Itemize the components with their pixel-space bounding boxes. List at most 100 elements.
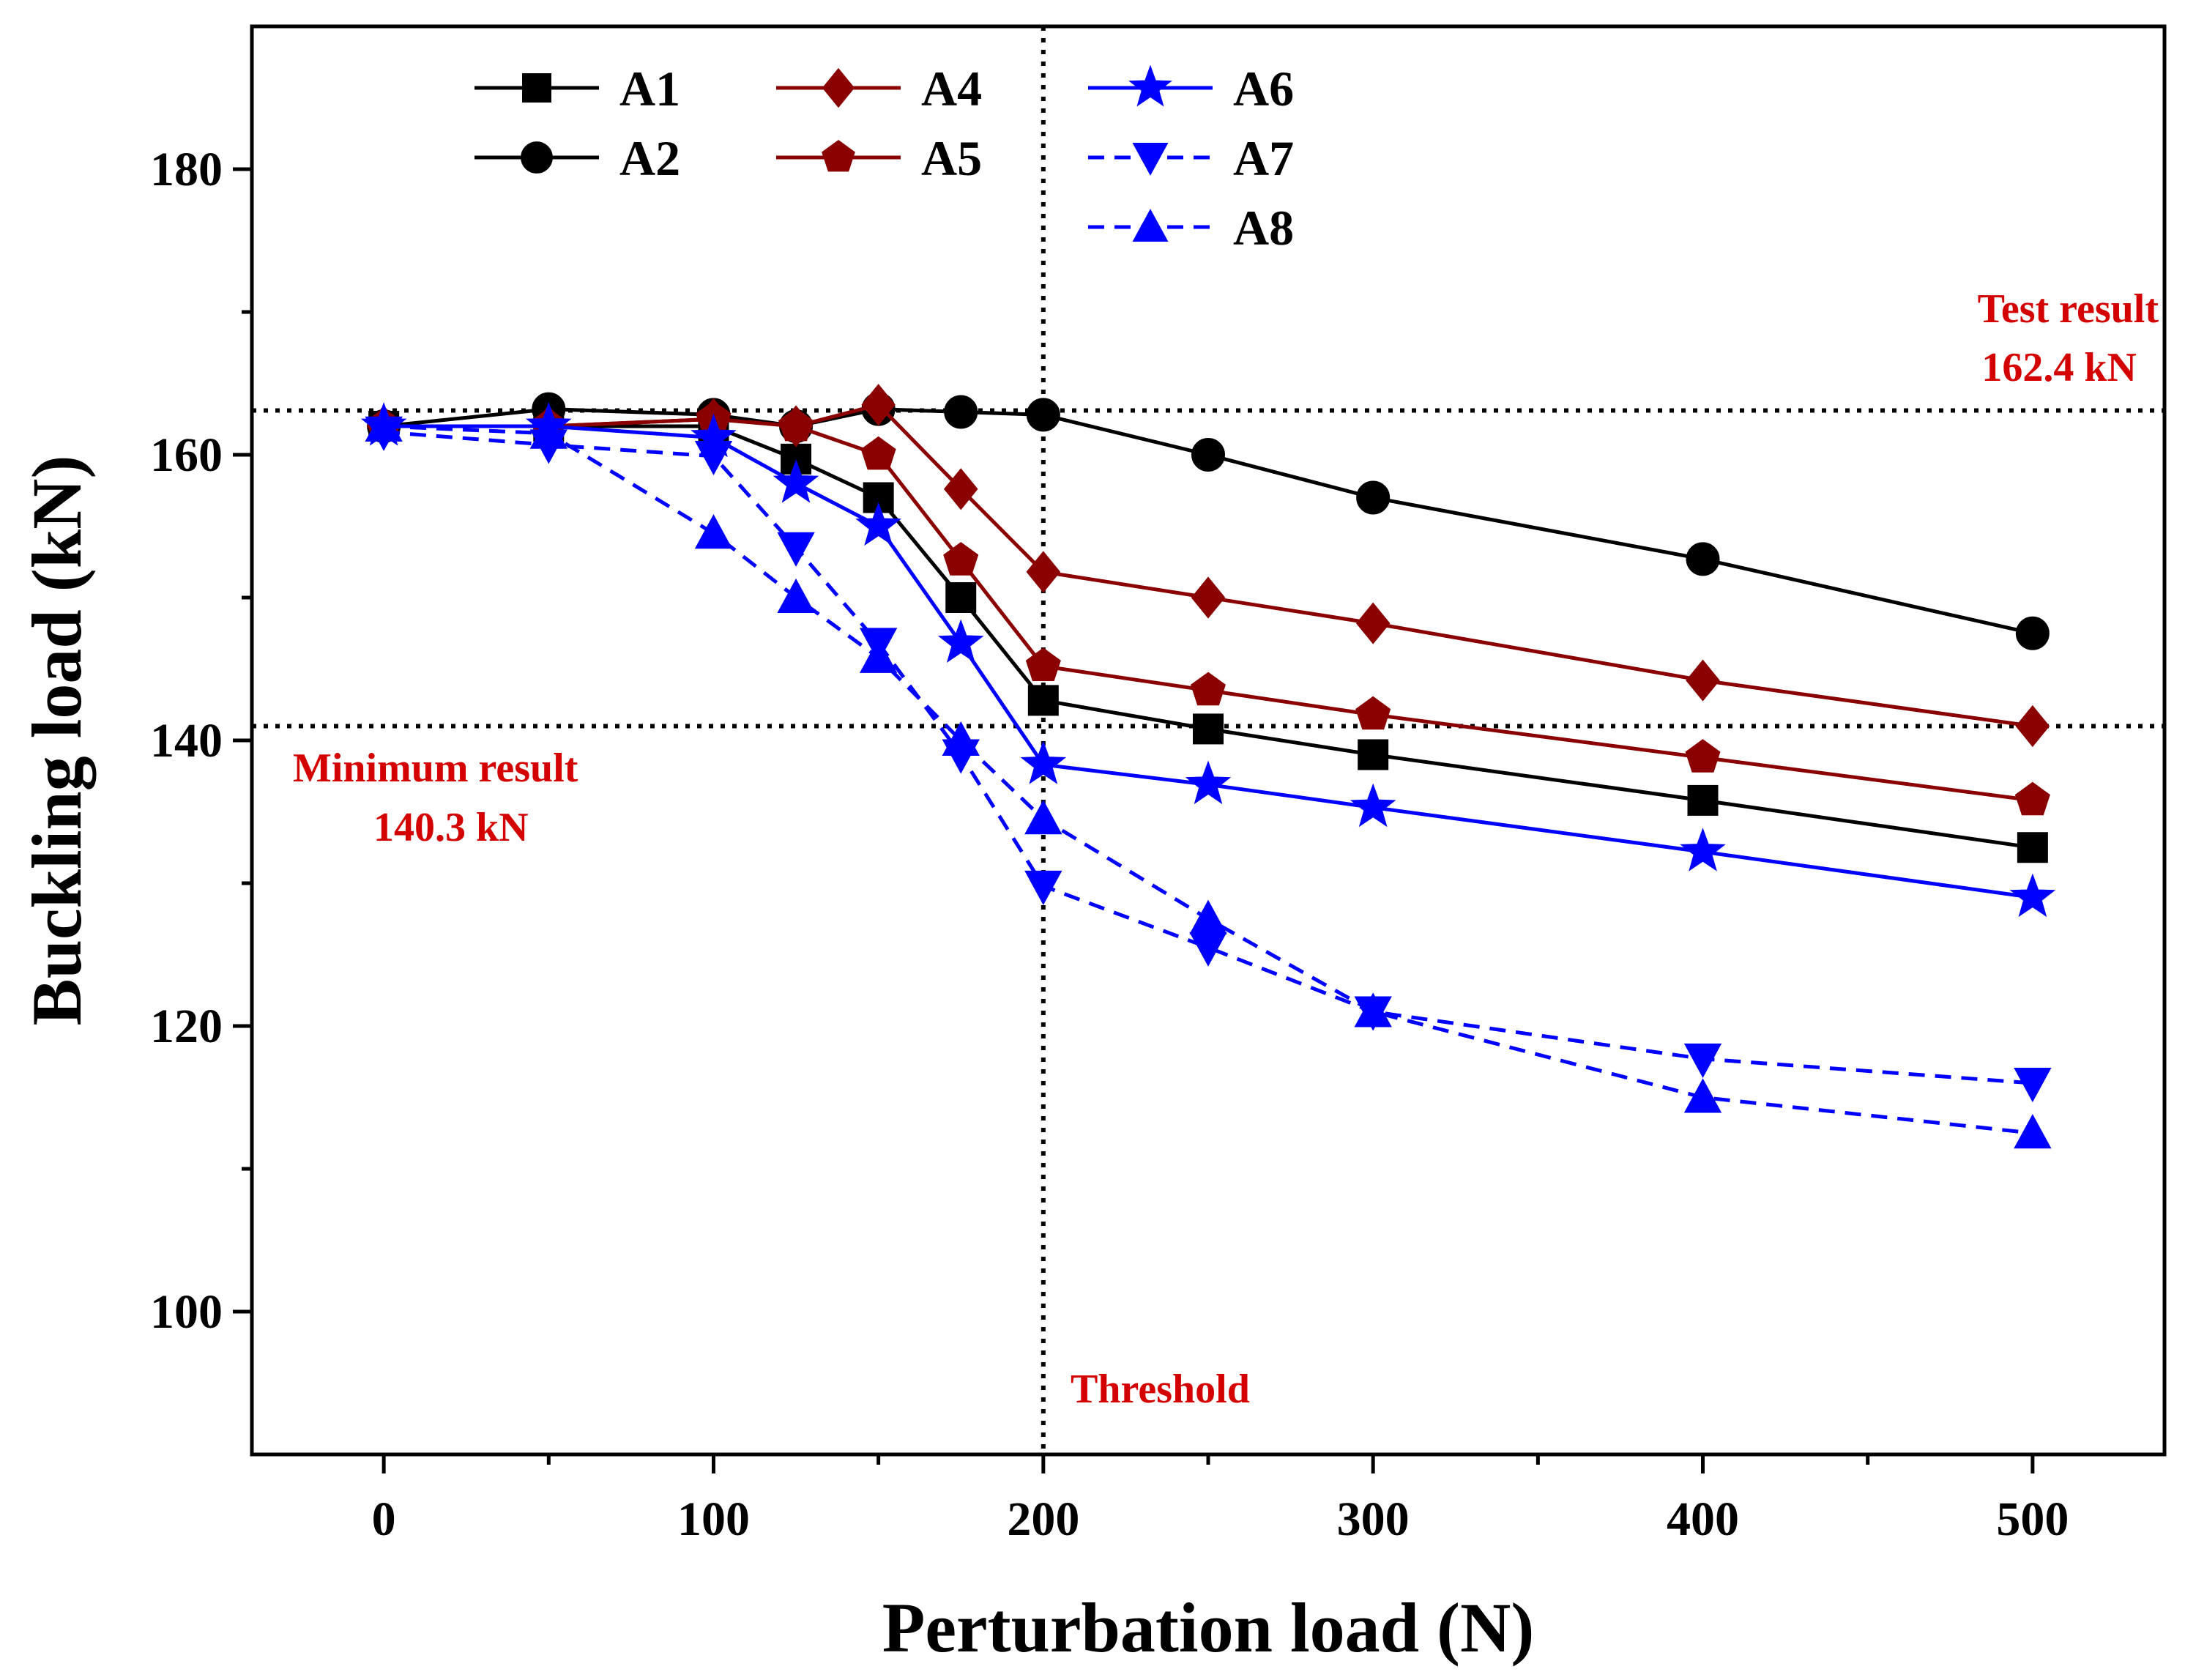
data-point-A4 — [2015, 705, 2050, 748]
data-point-A6 — [773, 459, 819, 503]
data-point-A5 — [778, 407, 814, 442]
data-point-A8 — [529, 414, 567, 449]
legend-item-A8: A8 — [1088, 200, 1294, 256]
y-tick-label: 140 — [150, 714, 223, 767]
data-point-A2 — [1686, 542, 1720, 576]
data-point-A2 — [1191, 438, 1225, 472]
legend-label: A7 — [1233, 130, 1294, 186]
data-point-A8 — [1354, 992, 1392, 1027]
legend-marker — [521, 141, 553, 174]
y-axis-ticks: 100 120 140 160 180 — [150, 143, 252, 1339]
data-point-A6 — [1680, 828, 1726, 871]
y-tick-label: 180 — [150, 143, 223, 196]
series-A8 — [365, 406, 2052, 1149]
data-point-A2 — [1356, 480, 1391, 515]
legend-item-A4: A4 — [776, 61, 982, 116]
y-tick-label: 100 — [150, 1285, 223, 1339]
data-point-A7 — [1189, 932, 1227, 967]
data-point-A4 — [1026, 551, 1061, 593]
series-A4 — [366, 384, 2050, 748]
legend-label: A1 — [619, 61, 680, 116]
x-tick-label: 500 — [1996, 1493, 2069, 1546]
legend-item-A5: A5 — [776, 130, 982, 186]
legend-marker — [822, 67, 855, 108]
series-A7 — [365, 416, 2052, 1103]
data-point-A1 — [1358, 739, 1389, 770]
data-point-A4 — [943, 468, 978, 510]
series-line-A8 — [383, 424, 2033, 1135]
data-point-A8 — [694, 514, 733, 549]
data-point-A7 — [2014, 1068, 2052, 1103]
x-tick-label: 300 — [1337, 1493, 1410, 1546]
data-point-A6 — [855, 502, 901, 546]
legend: A1 A2 A4 A5 A6 A7 A8 — [474, 61, 1294, 256]
data-point-A5 — [2014, 781, 2050, 816]
legend-marker — [1132, 143, 1169, 176]
data-point-A1 — [1687, 784, 1719, 816]
data-point-A4 — [1686, 659, 1720, 702]
data-point-A8 — [1024, 800, 1062, 835]
data-point-A2 — [944, 395, 978, 429]
threshold-label: Threshold — [1071, 1367, 1250, 1412]
data-point-A8 — [942, 721, 980, 756]
data-point-A5 — [943, 542, 979, 576]
legend-marker — [822, 139, 855, 172]
data-point-A6 — [937, 619, 984, 664]
x-tick-label: 0 — [372, 1493, 396, 1546]
data-point-A6 — [1350, 783, 1396, 828]
legend-marker — [522, 73, 551, 103]
data-point-A5 — [1191, 672, 1226, 706]
legend-label: A4 — [921, 61, 982, 116]
y-tick-label: 120 — [150, 1000, 223, 1053]
x-tick-label: 100 — [677, 1493, 750, 1546]
legend-item-A1: A1 — [474, 61, 680, 116]
series-line-A6 — [384, 424, 2033, 899]
y-axis-label: Buckling load (kN) — [18, 456, 96, 1026]
data-point-A8 — [2014, 1114, 2052, 1149]
series-A6 — [360, 402, 2056, 918]
data-point-A8 — [1189, 899, 1227, 934]
data-point-A5 — [1685, 739, 1721, 773]
legend-item-A6: A6 — [1088, 61, 1294, 116]
legend-label: A2 — [619, 130, 680, 186]
data-point-A7 — [694, 440, 733, 476]
data-point-A8 — [777, 578, 815, 613]
series-line-A7 — [383, 430, 2033, 1085]
legend-item-A2: A2 — [474, 130, 680, 186]
data-point-A5 — [1355, 696, 1391, 730]
data-point-A4 — [1191, 576, 1226, 619]
data-point-A8 — [859, 638, 898, 673]
series-layer — [360, 384, 2056, 1149]
data-point-A2 — [1026, 398, 1060, 432]
x-tick-label: 200 — [1007, 1493, 1079, 1546]
data-point-A8 — [365, 406, 403, 442]
data-point-A7 — [777, 532, 815, 567]
data-point-A1 — [1027, 685, 1059, 716]
data-point-A7 — [1024, 870, 1062, 905]
legend-label: A8 — [1233, 200, 1294, 256]
x-tick-label: 400 — [1667, 1493, 1739, 1546]
data-point-A6 — [1020, 740, 1067, 784]
legend-marker — [1128, 64, 1172, 107]
data-point-A2 — [2015, 616, 2050, 650]
legend-item-A7: A7 — [1088, 130, 1294, 186]
data-point-A4 — [861, 384, 896, 426]
test-result-label: Test result — [1978, 286, 2159, 332]
data-point-A6 — [1185, 760, 1232, 805]
x-axis-label: Perturbation load (N) — [882, 1588, 1535, 1667]
data-point-A5 — [1025, 647, 1061, 681]
test-result-value: 162.4 kN — [1981, 345, 2137, 390]
data-point-A1 — [945, 582, 977, 613]
data-point-A6 — [2009, 873, 2056, 918]
data-point-A1 — [2017, 832, 2048, 863]
minimum-result-value: 140.3 kN — [373, 805, 529, 850]
data-point-A8 — [1683, 1078, 1722, 1113]
data-point-A1 — [1193, 713, 1224, 745]
minimum-result-label: Minimum result — [293, 746, 578, 791]
y-tick-label: 160 — [150, 428, 223, 482]
legend-marker — [1132, 209, 1169, 242]
data-point-A5 — [860, 436, 896, 470]
legend-label: A6 — [1233, 61, 1294, 116]
annotations: Test result 162.4 kN Minimum result 140.… — [293, 286, 2159, 1412]
